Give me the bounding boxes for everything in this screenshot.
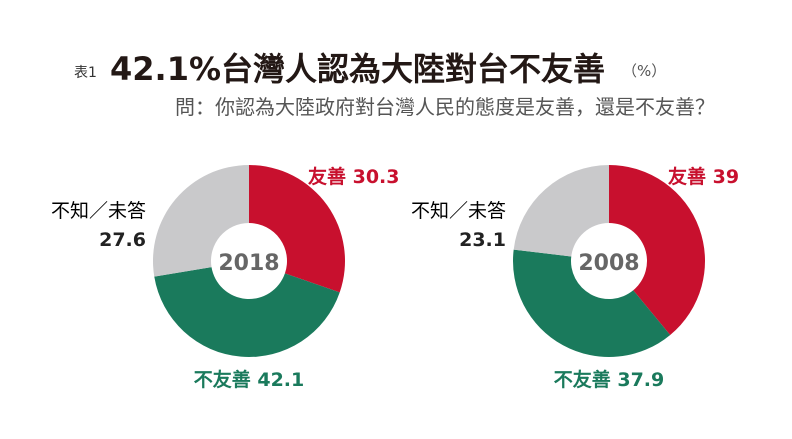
label-friendly: 友善 30.3 xyxy=(308,165,400,188)
year-label: 2008 xyxy=(578,251,639,276)
label-unknown: 不知／未答 xyxy=(411,200,506,222)
donut-slice-0-2 xyxy=(153,165,249,277)
label-unknown: 不知／未答 xyxy=(51,200,146,222)
value-unknown: 23.1 xyxy=(459,229,506,251)
value-unknown: 27.6 xyxy=(99,229,146,251)
year-label: 2018 xyxy=(218,251,279,276)
label-friendly: 友善 39 xyxy=(668,165,739,188)
donut-slice-1-1 xyxy=(513,249,671,357)
chart-title: 42.1%台灣人認為大陸對台不友善 xyxy=(110,50,606,88)
label-unfriendly: 不友善 37.9 xyxy=(554,368,665,391)
question-subtitle: 問：你認為大陸政府對台灣人民的態度是友善，還是不友善？ xyxy=(175,95,715,119)
donut-slice-0-1 xyxy=(154,267,340,357)
label-unfriendly: 不友善 42.1 xyxy=(194,368,305,391)
table-tag: 表1 xyxy=(74,65,97,81)
donut-slice-1-2 xyxy=(513,165,609,257)
donut-slice-1-0 xyxy=(609,165,706,335)
unit-label: （%） xyxy=(622,62,667,80)
donut-slice-0-0 xyxy=(249,165,345,293)
